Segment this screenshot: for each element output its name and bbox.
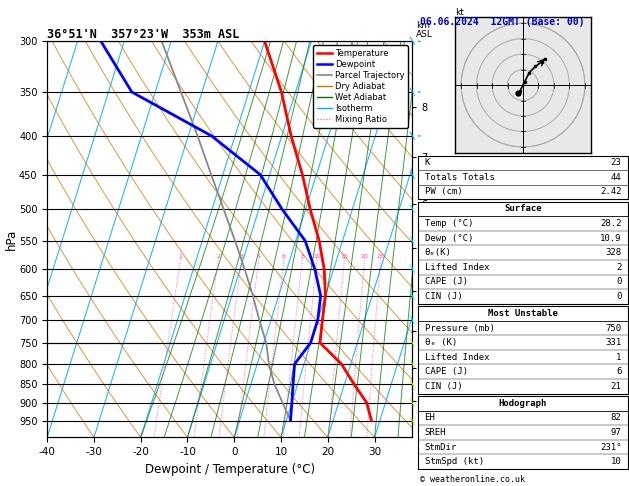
Text: Surface: Surface: [504, 205, 542, 213]
Text: EH: EH: [425, 414, 435, 422]
Text: Totals Totals: Totals Totals: [425, 173, 494, 182]
Text: 23: 23: [611, 158, 621, 167]
Text: 10.9: 10.9: [600, 234, 621, 243]
Text: 6: 6: [282, 254, 286, 260]
Text: 1: 1: [179, 254, 182, 260]
Text: /: /: [408, 87, 418, 97]
Text: © weatheronline.co.uk: © weatheronline.co.uk: [420, 474, 525, 484]
Y-axis label: hPa: hPa: [4, 229, 18, 250]
Text: /: /: [408, 264, 418, 274]
Text: K: K: [425, 158, 430, 167]
Text: /: /: [408, 205, 418, 214]
Text: 0: 0: [616, 278, 621, 286]
Text: CAPE (J): CAPE (J): [425, 367, 467, 376]
Text: PW (cm): PW (cm): [425, 188, 462, 196]
Text: SREH: SREH: [425, 428, 446, 437]
Text: /: /: [408, 359, 418, 369]
Text: 06.06.2024  12GMT (Base: 00): 06.06.2024 12GMT (Base: 00): [420, 17, 585, 27]
Text: 28.2: 28.2: [600, 219, 621, 228]
Text: 21: 21: [611, 382, 621, 391]
Text: Most Unstable: Most Unstable: [488, 309, 558, 318]
Legend: Temperature, Dewpoint, Parcel Trajectory, Dry Adiabat, Wet Adiabat, Isotherm, Mi: Temperature, Dewpoint, Parcel Trajectory…: [313, 46, 408, 128]
Text: 8: 8: [301, 254, 304, 260]
Text: 4: 4: [257, 254, 261, 260]
Text: LCL: LCL: [416, 338, 432, 347]
Text: /: /: [408, 291, 418, 300]
Text: StmSpd (kt): StmSpd (kt): [425, 457, 484, 466]
Text: StmDir: StmDir: [425, 443, 457, 451]
Text: 3: 3: [240, 254, 243, 260]
Text: Pressure (mb): Pressure (mb): [425, 324, 494, 332]
Text: 328: 328: [605, 248, 621, 257]
Text: 82: 82: [611, 414, 621, 422]
Text: θₑ (K): θₑ (K): [425, 338, 457, 347]
Text: /: /: [408, 36, 418, 46]
Text: kt: kt: [455, 8, 464, 17]
Text: km
ASL: km ASL: [416, 20, 433, 39]
Text: 331: 331: [605, 338, 621, 347]
Text: /: /: [408, 338, 418, 347]
Text: 2: 2: [216, 254, 220, 260]
Text: CIN (J): CIN (J): [425, 292, 462, 301]
Text: 231°: 231°: [600, 443, 621, 451]
Text: 0: 0: [616, 292, 621, 301]
Text: 36°51'N  357°23'W  353m ASL: 36°51'N 357°23'W 353m ASL: [47, 28, 240, 41]
Text: /: /: [408, 170, 418, 179]
Text: 10: 10: [611, 457, 621, 466]
Text: 6: 6: [616, 367, 621, 376]
Text: Temp (°C): Temp (°C): [425, 219, 473, 228]
Text: 1: 1: [616, 353, 621, 362]
Text: /: /: [408, 379, 418, 389]
Text: /: /: [408, 398, 418, 407]
Text: 750: 750: [605, 324, 621, 332]
Text: Dewp (°C): Dewp (°C): [425, 234, 473, 243]
Text: 25: 25: [377, 254, 384, 260]
Text: 20: 20: [360, 254, 369, 260]
Text: 10: 10: [313, 254, 321, 260]
Text: θₑ(K): θₑ(K): [425, 248, 452, 257]
Text: 2.42: 2.42: [600, 188, 621, 196]
Text: 44: 44: [611, 173, 621, 182]
Text: Lifted Index: Lifted Index: [425, 263, 489, 272]
Text: /: /: [408, 315, 418, 325]
Text: CIN (J): CIN (J): [425, 382, 462, 391]
Text: /: /: [408, 236, 418, 245]
Text: /: /: [408, 416, 418, 425]
Text: 2: 2: [616, 263, 621, 272]
Text: 15: 15: [341, 254, 348, 260]
Text: Lifted Index: Lifted Index: [425, 353, 489, 362]
Text: 97: 97: [611, 428, 621, 437]
Text: /: /: [408, 131, 418, 141]
X-axis label: Dewpoint / Temperature (°C): Dewpoint / Temperature (°C): [145, 463, 314, 476]
Text: CAPE (J): CAPE (J): [425, 278, 467, 286]
Text: Hodograph: Hodograph: [499, 399, 547, 408]
